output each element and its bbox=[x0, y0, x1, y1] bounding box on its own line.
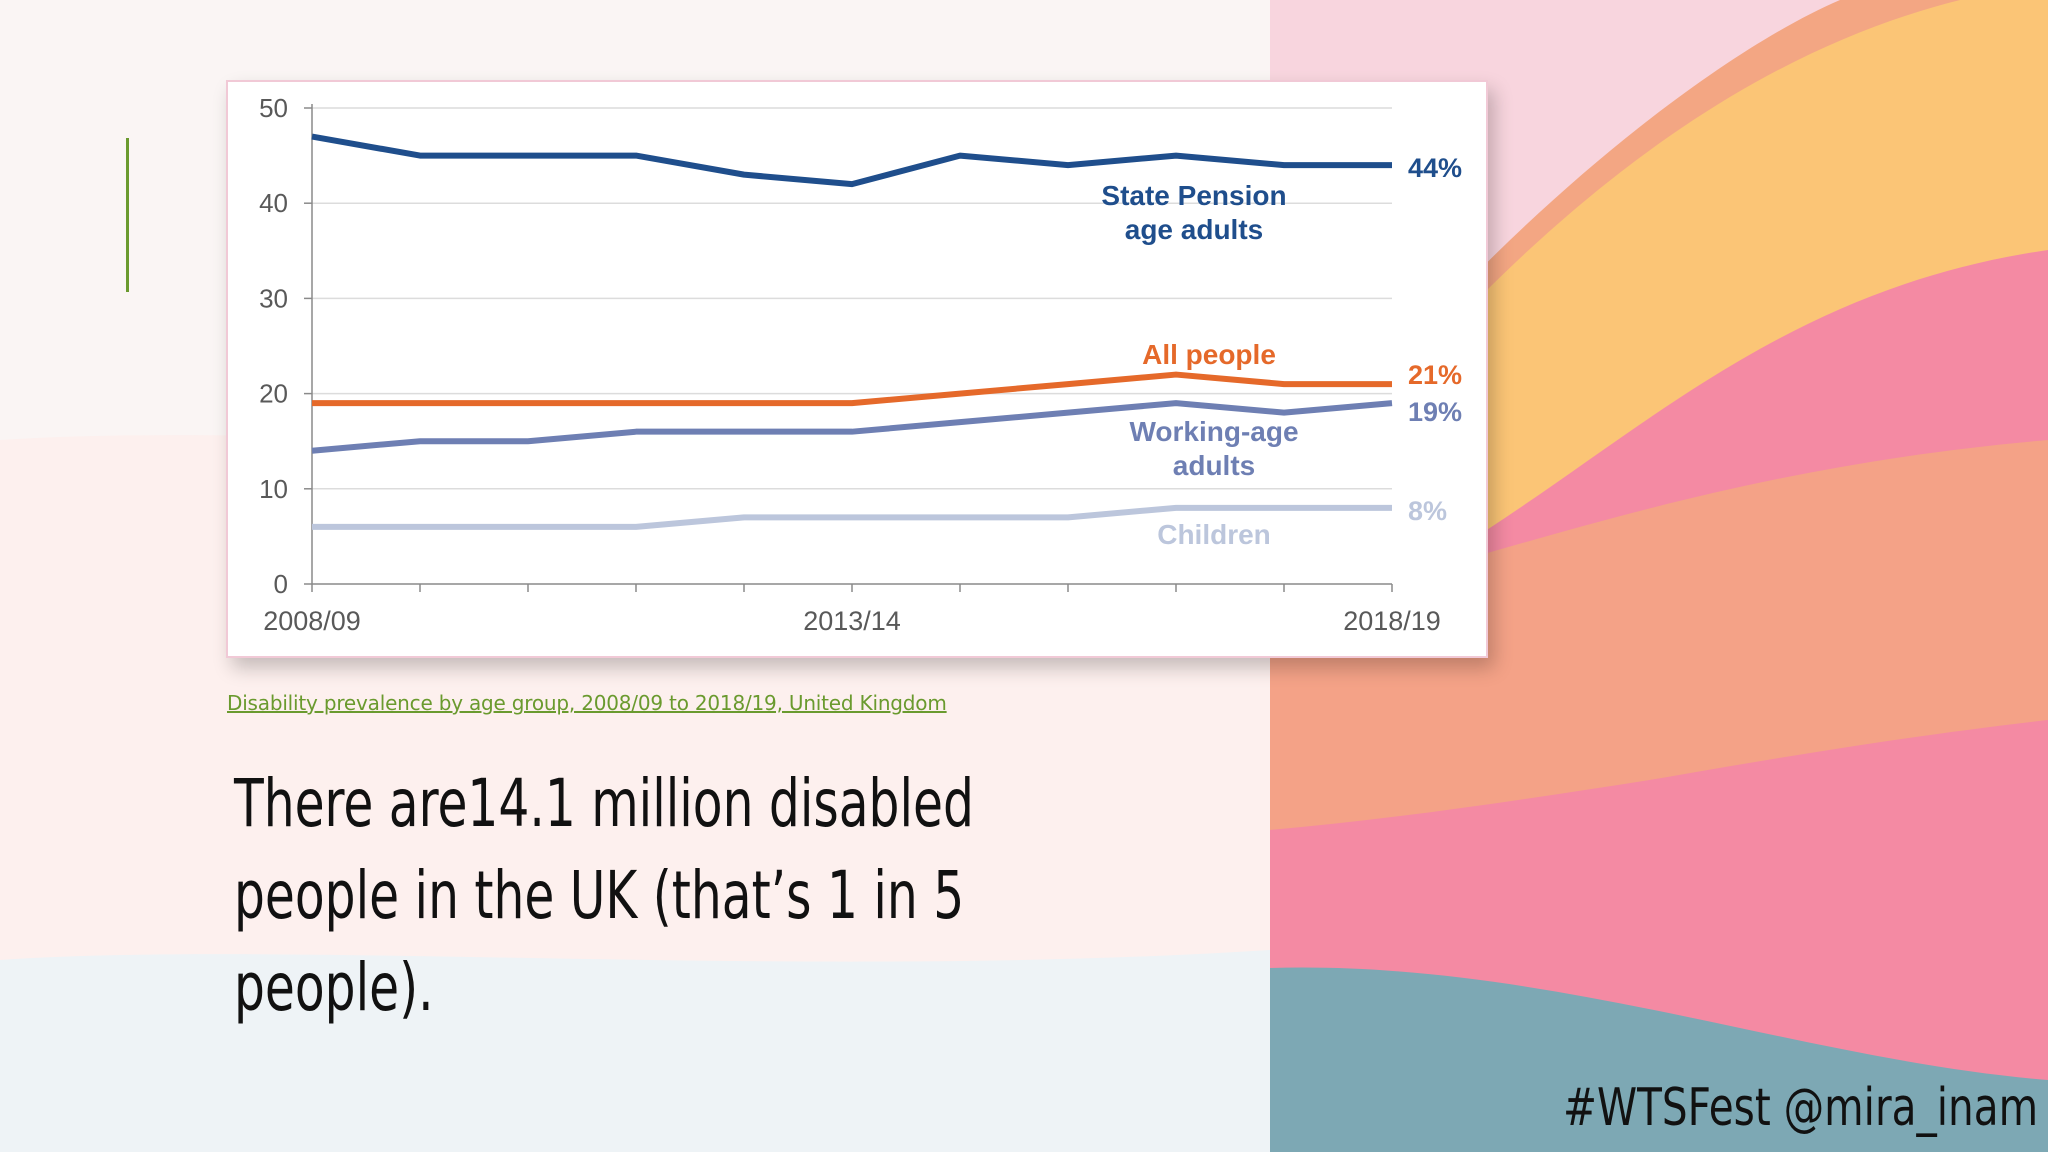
series-name-label: State Pension age adults bbox=[1101, 180, 1286, 245]
series-line bbox=[312, 371, 1392, 407]
series-end-label: 8% bbox=[1408, 496, 1447, 526]
series-name-label: All people bbox=[1142, 339, 1276, 370]
x-tick-label: 2008/09 bbox=[263, 606, 361, 636]
y-tick-label: 20 bbox=[259, 379, 288, 409]
series-name-label: Working-age adults bbox=[1129, 416, 1298, 481]
chart-source-link[interactable]: Disability prevalence by age group, 2008… bbox=[227, 691, 947, 715]
y-tick-label: 0 bbox=[274, 569, 288, 599]
series-end-label: 21% bbox=[1408, 360, 1462, 390]
series-line bbox=[311, 400, 1393, 454]
disability-prevalence-chart: 0 10 20 30 40 50 2008/09 2013/14 2018/19 44% State… bbox=[259, 93, 1462, 636]
chart-card: 0 10 20 30 40 50 2008/09 2013/14 2018/19 44% State… bbox=[226, 80, 1488, 658]
series-line bbox=[312, 504, 1392, 530]
series-line bbox=[311, 133, 1392, 188]
event-hashtag: #WTSFest @mira_inam bbox=[1562, 1078, 2038, 1138]
y-tick-label: 40 bbox=[259, 188, 288, 218]
x-tick-label: 2018/19 bbox=[1343, 606, 1441, 636]
y-tick-label: 10 bbox=[259, 474, 288, 504]
series-name-label: Children bbox=[1157, 519, 1271, 550]
headline-text: There are14.1 million disabled people in… bbox=[234, 765, 974, 1026]
series-end-label: 44% bbox=[1408, 153, 1462, 183]
y-tick-label: 30 bbox=[259, 283, 288, 313]
y-tick-label: 50 bbox=[259, 93, 288, 123]
accent-bar bbox=[126, 138, 129, 292]
x-tick-label: 2013/14 bbox=[803, 606, 901, 636]
series-end-label: 19% bbox=[1408, 397, 1462, 427]
